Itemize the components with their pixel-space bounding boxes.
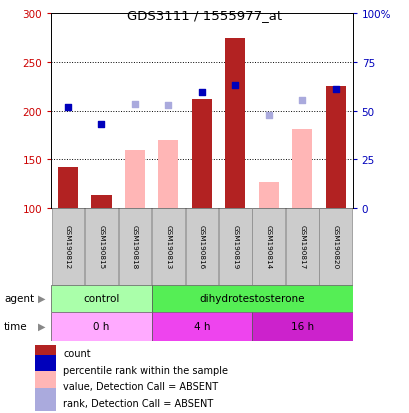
- Text: GDS3111 / 1555977_at: GDS3111 / 1555977_at: [127, 9, 282, 22]
- Text: GSM190816: GSM190816: [198, 225, 204, 269]
- Bar: [185, 209, 218, 285]
- Text: control: control: [83, 293, 119, 304]
- Bar: [151, 285, 352, 312]
- Bar: [325, 87, 345, 209]
- Point: [198, 90, 204, 96]
- Bar: [191, 100, 211, 209]
- Text: GSM190812: GSM190812: [65, 225, 71, 269]
- Bar: [58, 168, 78, 209]
- Text: percentile rank within the sample: percentile rank within the sample: [63, 365, 227, 375]
- Text: rank, Detection Call = ABSENT: rank, Detection Call = ABSENT: [63, 398, 213, 408]
- Bar: [152, 209, 184, 285]
- Bar: [35, 371, 56, 401]
- Bar: [225, 39, 245, 209]
- Bar: [51, 285, 151, 312]
- Point: [332, 87, 338, 93]
- Text: 16 h: 16 h: [290, 321, 313, 331]
- Text: GSM190817: GSM190817: [299, 225, 305, 269]
- Text: GSM190814: GSM190814: [265, 225, 271, 269]
- Bar: [285, 209, 318, 285]
- Bar: [118, 209, 151, 285]
- Text: GSM190819: GSM190819: [232, 225, 238, 269]
- Point: [131, 102, 138, 108]
- Bar: [51, 312, 151, 341]
- Text: GSM190818: GSM190818: [132, 225, 137, 269]
- Bar: [151, 312, 252, 341]
- Text: ▶: ▶: [38, 321, 45, 331]
- Bar: [35, 388, 56, 413]
- Text: dihydrotestosterone: dihydrotestosterone: [199, 293, 304, 304]
- Text: agent: agent: [4, 293, 34, 304]
- Bar: [292, 130, 312, 209]
- Bar: [35, 338, 56, 368]
- Text: time: time: [4, 321, 28, 331]
- Text: GSM190815: GSM190815: [98, 225, 104, 269]
- Point: [98, 122, 105, 128]
- Bar: [125, 150, 145, 209]
- Point: [265, 112, 272, 119]
- Bar: [52, 209, 84, 285]
- Text: 4 h: 4 h: [193, 321, 210, 331]
- Bar: [258, 183, 278, 209]
- Bar: [252, 312, 352, 341]
- Bar: [85, 209, 118, 285]
- Point: [299, 97, 305, 104]
- Point: [65, 104, 71, 111]
- Point: [231, 83, 238, 90]
- Text: ▶: ▶: [38, 293, 45, 304]
- Bar: [218, 209, 251, 285]
- Bar: [252, 209, 285, 285]
- Bar: [319, 209, 351, 285]
- Bar: [158, 140, 178, 209]
- Bar: [91, 196, 111, 209]
- Bar: [35, 355, 56, 385]
- Text: GSM190820: GSM190820: [332, 225, 338, 269]
- Text: count: count: [63, 348, 90, 358]
- Text: value, Detection Call = ABSENT: value, Detection Call = ABSENT: [63, 381, 218, 391]
- Text: 0 h: 0 h: [93, 321, 109, 331]
- Text: GSM190813: GSM190813: [165, 225, 171, 269]
- Point: [165, 102, 171, 109]
